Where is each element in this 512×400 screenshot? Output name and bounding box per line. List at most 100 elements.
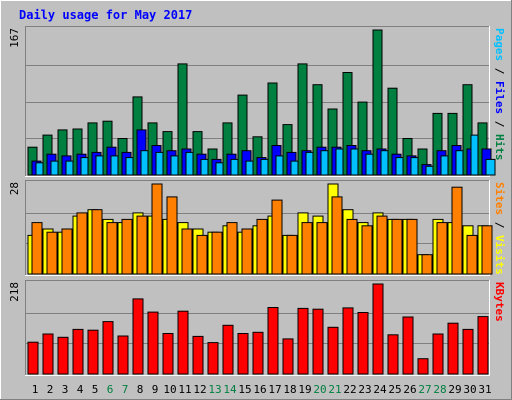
- day-label-28: 28: [433, 383, 446, 396]
- bar-kbytes-day-17: [267, 307, 279, 375]
- panel-kbytes: 218 KBytes: [8, 280, 506, 376]
- bar-sites-day-12: [196, 234, 208, 275]
- bar-sites-day-19: [301, 222, 313, 275]
- day-label-9: 9: [152, 383, 159, 396]
- day-label-13: 13: [208, 383, 221, 396]
- day-label-23: 23: [358, 383, 371, 396]
- bar-sites-day-2: [46, 231, 58, 275]
- bar-kbytes-day-9: [147, 311, 159, 375]
- bar-sites-day-5: [91, 209, 103, 275]
- legend-part: Hits: [493, 134, 506, 161]
- y-max-label: 218: [8, 282, 21, 302]
- panel-pages-files-hits: 167 Pages / Files / Hits: [8, 26, 506, 177]
- bar-kbytes-day-26: [402, 316, 414, 375]
- bar-sites-day-11: [181, 228, 193, 275]
- legend-part: Files: [493, 81, 506, 114]
- y-max-label: 167: [8, 28, 21, 48]
- bar-kbytes-day-10: [162, 333, 174, 375]
- bar-sites-day-3: [61, 228, 73, 275]
- bar-kbytes-day-30: [462, 328, 474, 375]
- bar-pages-day-31: [485, 158, 496, 176]
- bar-kbytes-day-15: [237, 333, 249, 375]
- bar-kbytes-day-28: [432, 333, 444, 375]
- bar-sites-day-28: [436, 222, 448, 275]
- day-label-7: 7: [122, 383, 129, 396]
- bar-kbytes-day-4: [72, 328, 84, 375]
- bar-sites-day-20: [316, 222, 328, 275]
- bar-sites-day-29: [451, 186, 463, 275]
- bar-kbytes-day-13: [207, 342, 219, 375]
- day-label-19: 19: [298, 383, 311, 396]
- day-label-29: 29: [448, 383, 461, 396]
- day-label-20: 20: [313, 383, 326, 396]
- x-axis-day-labels: 1 2 3 4 5 6 7 8 9 10 11 12 13 14 15 16 17 18 19 20 21 22 23 24 2…: [32, 383, 492, 396]
- bar-kbytes-day-5: [87, 329, 99, 375]
- day-label-1: 1: [32, 383, 39, 396]
- day-label-26: 26: [403, 383, 416, 396]
- bar-kbytes-day-11: [177, 310, 189, 375]
- bar-sites-day-7: [121, 218, 133, 275]
- day-label-3: 3: [62, 383, 69, 396]
- bar-sites-day-1: [31, 222, 43, 275]
- day-label-16: 16: [253, 383, 266, 396]
- day-label-11: 11: [178, 383, 191, 396]
- day-label-15: 15: [238, 383, 251, 396]
- bar-kbytes-day-2: [42, 333, 54, 375]
- bar-kbytes-day-23: [357, 312, 369, 375]
- day-label-5: 5: [92, 383, 99, 396]
- legend-part: Sites: [493, 182, 506, 215]
- bar-kbytes-day-24: [372, 283, 384, 375]
- day-label-14: 14: [223, 383, 237, 396]
- bar-sites-day-26: [406, 218, 418, 275]
- bar-sites-day-4: [76, 212, 88, 275]
- bar-sites-day-30: [466, 234, 478, 275]
- bar-sites-day-24: [376, 215, 388, 275]
- bar-kbytes-day-6: [102, 321, 114, 375]
- bar-sites-day-17: [271, 199, 283, 275]
- day-label-18: 18: [283, 383, 296, 396]
- day-label-21: 21: [328, 383, 341, 396]
- day-label-10: 10: [163, 383, 176, 396]
- bar-sites-day-18: [286, 234, 298, 275]
- legend-part: /: [493, 215, 506, 235]
- bar-sites-day-23: [361, 225, 373, 275]
- bar-sites-day-21: [331, 196, 343, 275]
- right-legend-label: KBytes: [493, 282, 506, 322]
- bar-kbytes-day-29: [447, 322, 459, 375]
- day-label-27: 27: [418, 383, 431, 396]
- bar-sites-day-25: [391, 218, 403, 275]
- bar-sites-day-15: [241, 228, 253, 275]
- bar-kbytes-day-21: [327, 326, 339, 375]
- bar-sites-day-27: [421, 254, 433, 275]
- bar-kbytes-day-27: [417, 358, 429, 375]
- day-label-6: 6: [107, 383, 114, 396]
- y-max-label: 28: [8, 182, 21, 195]
- bar-kbytes-day-1: [27, 341, 39, 375]
- chart-title: Daily usage for May 2017: [19, 8, 192, 22]
- legend-part: /: [493, 114, 506, 134]
- bar-sites-day-13: [211, 231, 223, 275]
- bar-kbytes-day-31: [477, 316, 489, 375]
- legend-part: Visits: [493, 235, 506, 275]
- bar-sites-day-8: [136, 215, 148, 275]
- bar-kbytes-day-19: [297, 307, 309, 375]
- bar-kbytes-day-12: [192, 335, 204, 375]
- right-legend-label: Sites / Visits: [493, 182, 506, 275]
- day-label-24: 24: [373, 383, 387, 396]
- bar-kbytes-day-25: [387, 334, 399, 375]
- bar-sites-day-16: [256, 218, 268, 275]
- right-legend-label: Pages / Files / Hits: [493, 28, 506, 161]
- bar-sites-day-22: [346, 218, 358, 275]
- bar-kbytes-day-16: [252, 331, 264, 375]
- day-label-25: 25: [388, 383, 401, 396]
- bar-sites-day-14: [226, 222, 238, 275]
- bar-sites-day-9: [151, 183, 163, 275]
- panel-sites-visits: 28 Sites / Visits: [8, 180, 506, 276]
- day-label-12: 12: [193, 383, 206, 396]
- bar-kbytes-day-8: [132, 298, 144, 375]
- legend-part: /: [493, 61, 506, 81]
- bar-sites-day-31: [481, 225, 493, 275]
- day-label-17: 17: [268, 383, 281, 396]
